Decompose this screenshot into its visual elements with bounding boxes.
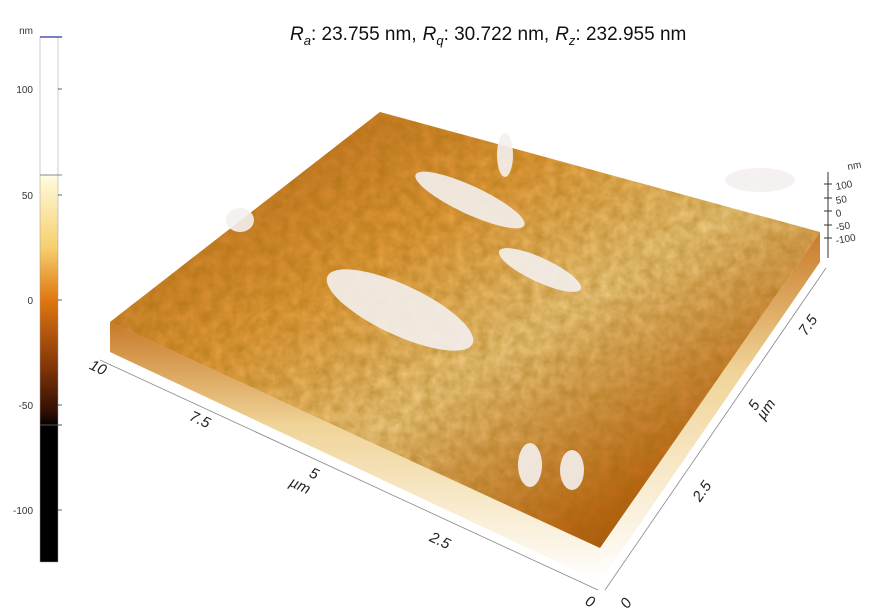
y-axis-unit: µm — [753, 396, 779, 423]
z-tick-label: 100 — [835, 179, 854, 193]
symbol: R — [555, 24, 569, 45]
x-tick-label: 10 — [87, 357, 110, 380]
tick-label: 0 — [27, 296, 33, 307]
tick-label: 100 — [16, 85, 33, 96]
x-tick-label: 7.5 — [187, 408, 214, 432]
tick-label: 50 — [22, 191, 34, 202]
y-tick-label: 7.5 — [795, 311, 821, 338]
value: : 30.722 nm, — [444, 24, 550, 45]
tick-label: -50 — [19, 401, 34, 412]
symbol: R — [290, 24, 304, 45]
z-tick-label: 50 — [835, 194, 848, 207]
afm-figure: nm 100500-50-100 Ra: 23.755 nm,Rq: 30.72… — [0, 0, 876, 616]
roughness-title: Ra: 23.755 nm,Rq: 30.722 nm,Rz: 232.955 … — [290, 24, 686, 48]
y-tick-label: 2.5 — [689, 477, 716, 505]
colorbar-unit: nm — [19, 26, 33, 37]
symbol: R — [423, 24, 437, 45]
subscript: a — [304, 33, 311, 48]
x-tick-label: 0 — [583, 592, 598, 611]
x-tick-label: 2.5 — [426, 528, 454, 553]
value: : 232.955 nm — [575, 24, 686, 45]
z-tick-label: -50 — [835, 221, 852, 234]
y-tick-label: 0 — [617, 595, 636, 612]
z-tick-label: 0 — [835, 208, 843, 220]
z-axis-unit: nm — [847, 160, 863, 173]
z-tick-label: -100 — [835, 233, 857, 247]
tick-label: -100 — [13, 506, 33, 517]
value: : 23.755 nm, — [311, 24, 417, 45]
